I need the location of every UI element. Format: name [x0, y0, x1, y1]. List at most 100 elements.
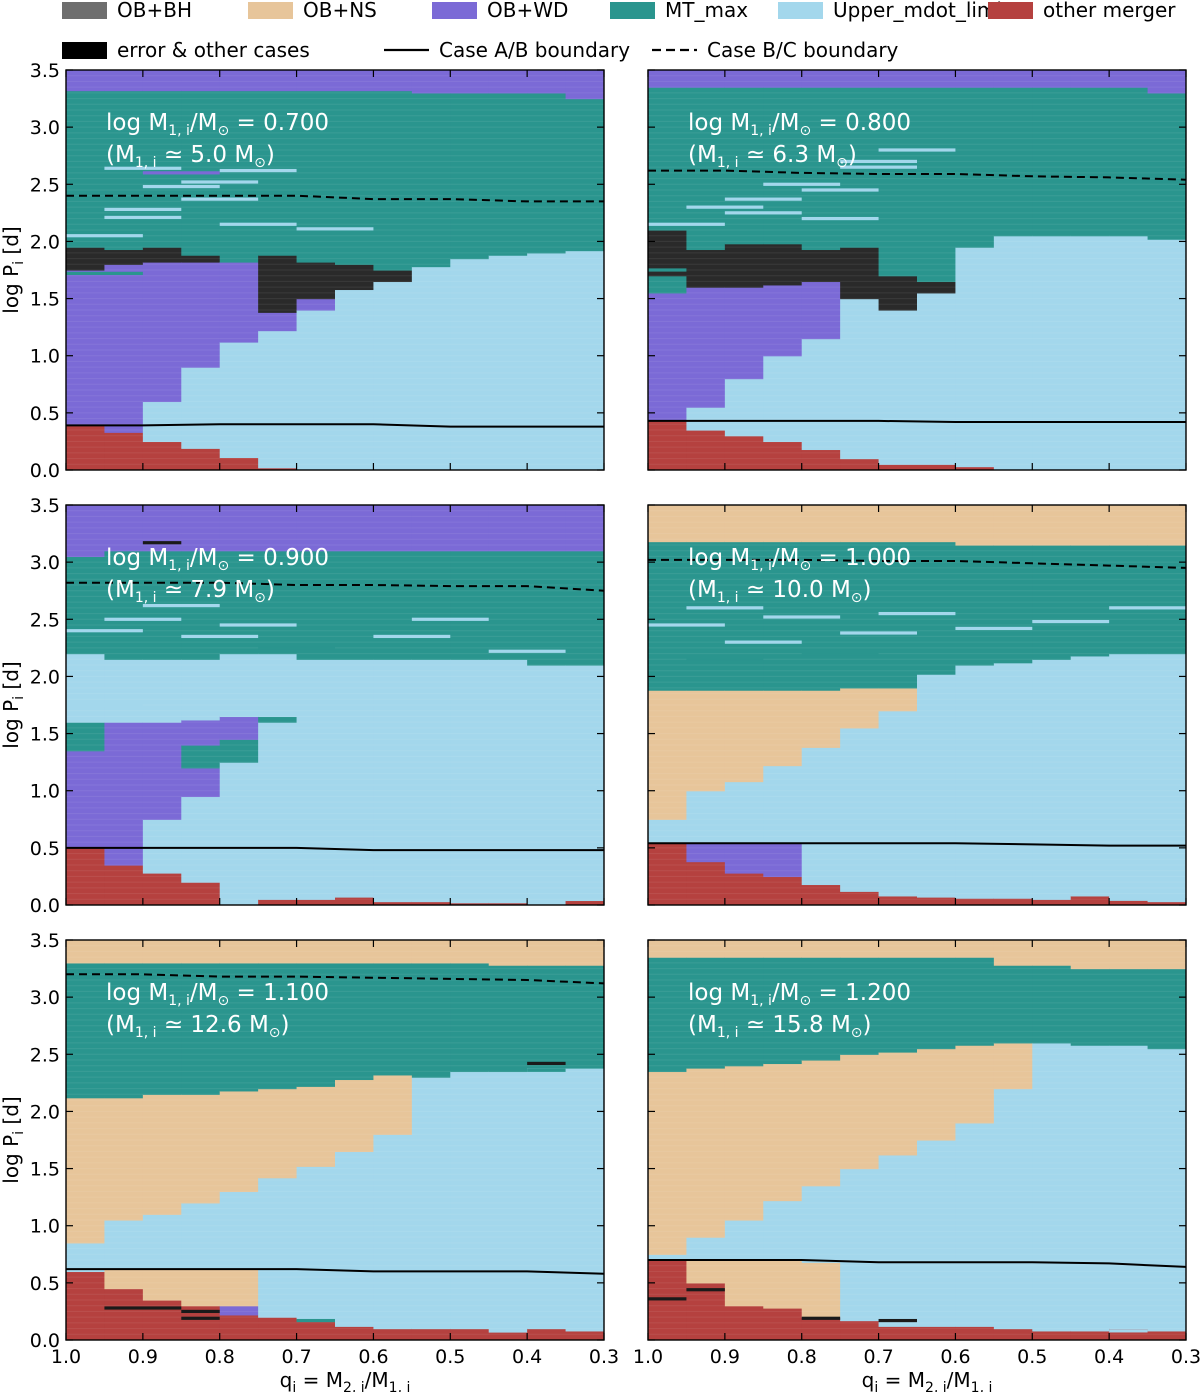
heat-cell: [219, 505, 259, 552]
panel-mass-annotation: log M1, i/M⊙ = 1.000: [688, 545, 911, 574]
heat-cell: [373, 281, 413, 470]
heat-streak: [878, 148, 956, 152]
heat-cell: [488, 550, 528, 660]
heat-cell: [565, 550, 604, 666]
heat-cell: [335, 1151, 375, 1327]
heat-cell: [1032, 1042, 1072, 1332]
heat-cell: [565, 250, 604, 470]
heat-cell: [296, 962, 336, 1087]
heat-cell: [181, 882, 221, 905]
heat-cell: [181, 1094, 221, 1204]
heat-streak: [955, 626, 1033, 631]
heat-streak: [686, 1288, 725, 1292]
heat-cell: [724, 435, 764, 470]
heat-cell: [955, 1326, 995, 1340]
heat-cell: [840, 1320, 880, 1340]
heat-cell: [686, 70, 726, 88]
heat-cell: [840, 940, 880, 958]
heat-cell: [724, 957, 764, 1067]
heat-streak: [296, 227, 374, 231]
plot-frame: [65, 69, 605, 471]
heat-cell: [219, 90, 259, 263]
legend-item: OB+BH: [62, 0, 192, 22]
heat-streak: [1109, 897, 1186, 901]
heat-cell: [219, 940, 259, 964]
heat-cell: [373, 901, 413, 905]
heat-streak: [181, 634, 259, 639]
heat-cell: [527, 940, 567, 966]
heat-cell: [66, 90, 106, 248]
heat-cell: [1109, 505, 1149, 546]
heat-streak: [296, 1318, 335, 1323]
heat-cell: [686, 957, 726, 1069]
heat-cell: [66, 556, 106, 655]
heat-cell: [1109, 235, 1149, 470]
heat-cell: [258, 722, 298, 900]
heat-cell: [488, 659, 528, 904]
panel-mass-annotation: log M1, i/M⊙ = 0.800: [688, 110, 911, 139]
heat-cell: [66, 1097, 106, 1244]
heat-cell: [219, 716, 259, 740]
heat-cell: [373, 270, 413, 283]
heat-cell: [648, 690, 688, 820]
heat-cell: [955, 505, 995, 546]
heat-cell: [565, 505, 604, 552]
heat-cell: [724, 781, 764, 844]
heat-cell: [181, 70, 221, 92]
heat-cell: [840, 1054, 880, 1170]
y-axis-title: log Pi [d]: [0, 661, 27, 748]
case-bc-boundary: [648, 169, 1186, 181]
heat-streak: [763, 615, 841, 619]
heat-cell: [450, 1328, 490, 1340]
plot-area: [66, 940, 604, 1340]
legend-swatch: [988, 2, 1033, 19]
heat-cell: [450, 659, 490, 904]
heat-cell: [142, 1094, 182, 1215]
heat-cell: [1147, 239, 1186, 470]
heat-cell: [724, 70, 764, 88]
legend-swatch: [62, 42, 107, 59]
x-axis-title: qi = M2, i/M1, i: [280, 1368, 411, 1392]
heat-cell: [648, 70, 688, 88]
heat-streak: [219, 222, 297, 226]
heat-cell: [411, 659, 451, 903]
legend-label: Upper_mdot_limit: [833, 0, 1010, 22]
case-ab-boundary: [648, 419, 1186, 423]
plot-frame: [647, 69, 1187, 471]
heat-cell: [878, 1326, 918, 1340]
heat-streak: [801, 188, 879, 192]
heat-cell: [104, 432, 144, 470]
heat-cell: [955, 466, 995, 470]
case-ab-boundary: [66, 423, 604, 428]
y-tick-label: 3.0: [30, 552, 60, 574]
heat-cell: [296, 90, 336, 263]
heat-cell: [1109, 1328, 1149, 1340]
heat-cell: [335, 1326, 375, 1340]
heat-cell: [104, 865, 144, 905]
heat-cell: [527, 70, 567, 94]
heat-cell: [993, 505, 1033, 546]
heat-cell: [335, 962, 375, 1081]
heat-streak: [840, 165, 917, 169]
heat-cell: [1147, 1330, 1186, 1340]
heat-cell: [840, 957, 880, 1055]
heat-cell: [488, 70, 528, 94]
heat-cell: [296, 70, 336, 92]
heat-cell: [840, 687, 880, 729]
heat-cell: [450, 902, 490, 905]
heat-cell: [296, 262, 336, 300]
legend-swatch: [610, 2, 655, 19]
x-tick-label: 0.8: [205, 1346, 235, 1368]
heat-cell: [181, 505, 221, 552]
heat-cell: [763, 87, 803, 245]
heat-cell: [1032, 87, 1072, 237]
heat-cell: [1109, 1045, 1149, 1330]
heat-streak: [258, 646, 335, 650]
heat-cell: [878, 505, 918, 543]
heat-cell: [801, 690, 841, 748]
heat-cell: [1032, 965, 1072, 1044]
panel-p08: log M1, i/M⊙ = 0.800 (M1, i ≃ 6.3 M⊙): [647, 69, 1187, 471]
heat-cell: [686, 1260, 726, 1284]
heat-cell: [450, 940, 490, 964]
heat-streak: [648, 268, 687, 272]
